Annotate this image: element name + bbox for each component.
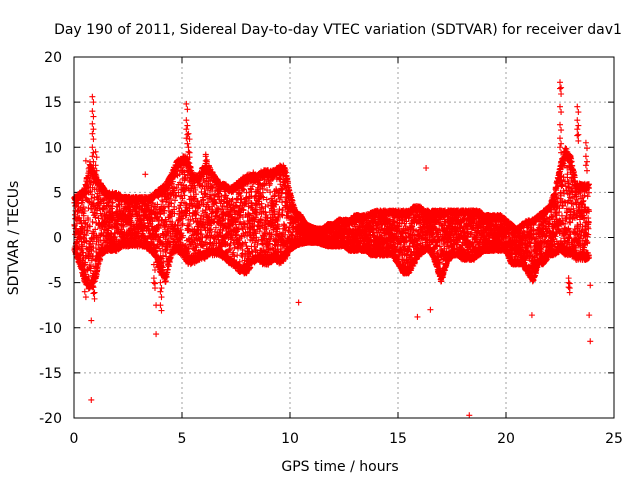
data-point-marker: [74, 244, 81, 251]
data-point-marker: [79, 243, 86, 250]
chart-title: Day 190 of 2011, Sidereal Day-to-day VTE…: [54, 22, 622, 38]
data-point-marker: [92, 226, 99, 233]
data-point-marker: [87, 188, 94, 195]
data-point-marker: [84, 227, 91, 234]
data-point-marker: [92, 214, 99, 221]
data-point-marker: [79, 199, 86, 206]
data-point-marker: [75, 200, 82, 207]
data-point-marker: [83, 232, 90, 239]
data-point-marker: [96, 192, 103, 199]
data-point-marker: [80, 212, 87, 219]
data-point-marker: [179, 222, 185, 229]
data-point-marker: [95, 215, 102, 222]
data-point-marker: [82, 259, 89, 266]
data-point-marker: [75, 208, 82, 215]
data-point-marker: [88, 195, 95, 202]
data-point-marker: [85, 216, 92, 223]
data-point-marker: [91, 194, 98, 201]
data-point-marker: [80, 204, 87, 211]
data-point-marker: [162, 278, 169, 285]
data-point-marker: [86, 223, 93, 230]
data-point-marker: [80, 234, 87, 241]
data-point-marker: [80, 249, 87, 256]
data-point-marker: [85, 198, 92, 205]
data-point-marker: [87, 267, 94, 274]
data-point-marker: [89, 218, 96, 225]
data-point-marker: [83, 245, 90, 252]
data-points: [71, 79, 594, 419]
data-point-marker: [77, 229, 84, 236]
data-point-marker: [90, 165, 97, 172]
data-point-marker: [81, 208, 88, 215]
